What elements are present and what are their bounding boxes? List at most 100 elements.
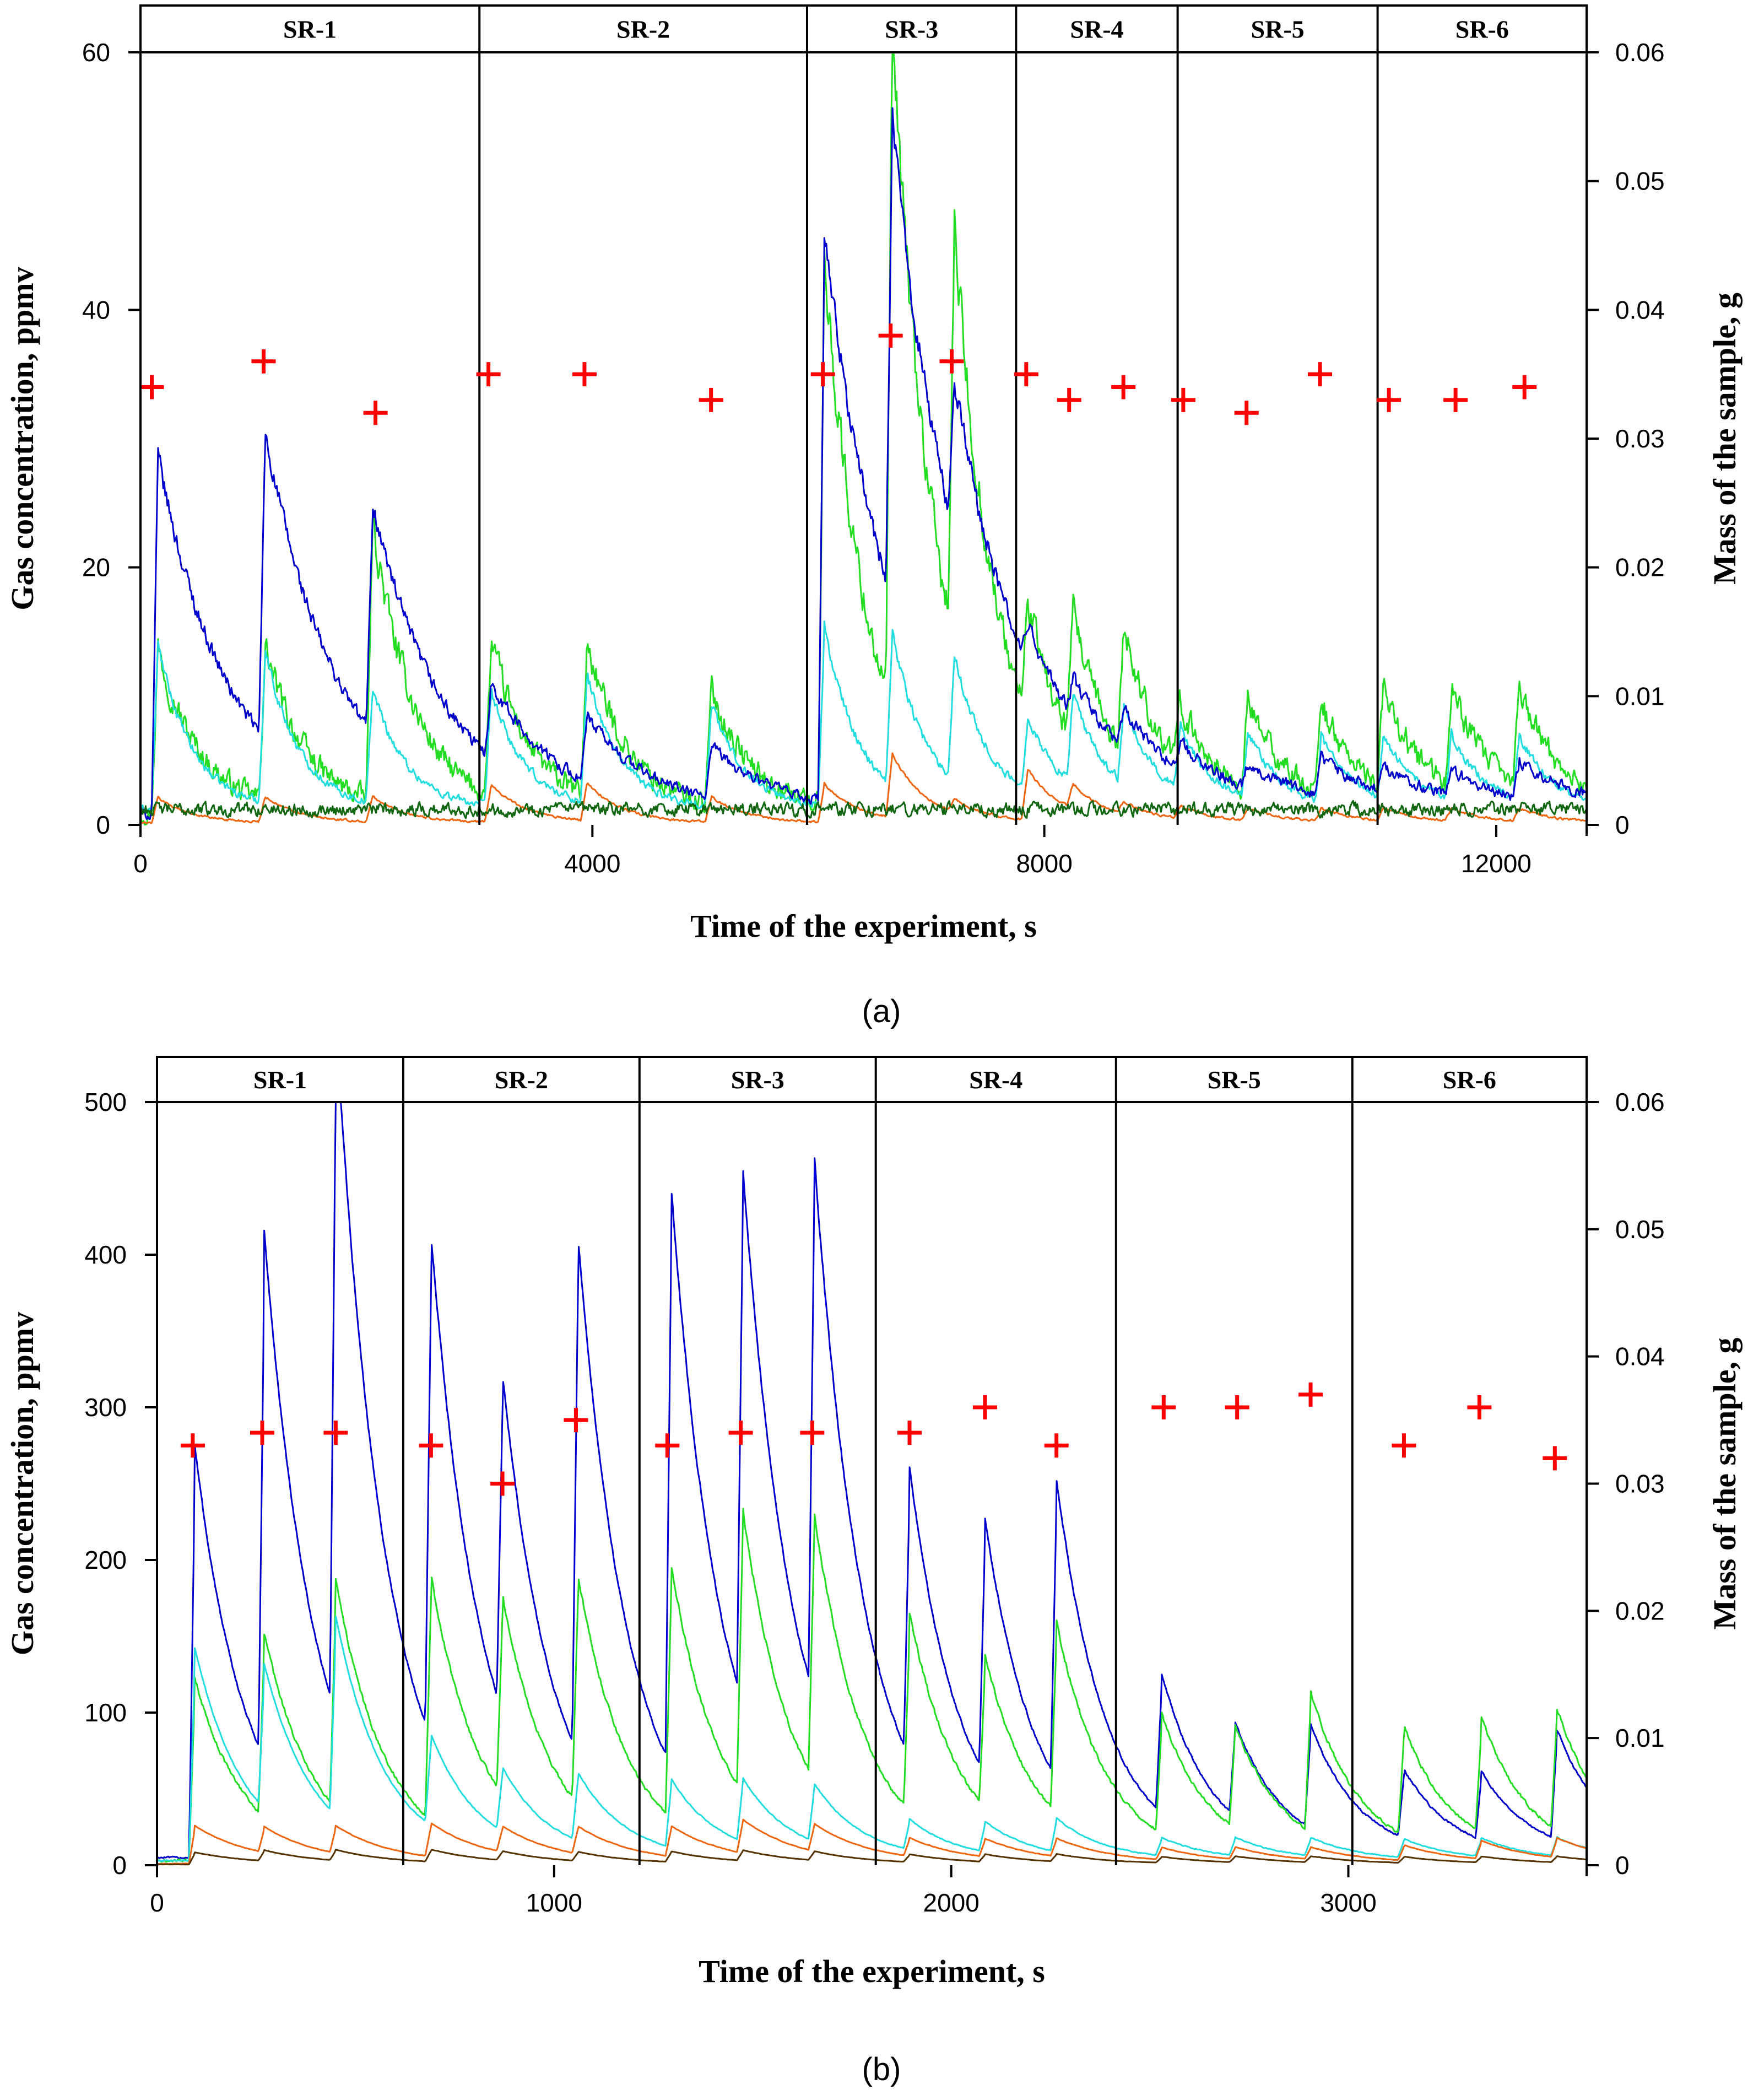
y2-tick-label: 0.04 [1615,295,1665,324]
y-tick-label: 300 [84,1393,127,1422]
mass-marker [1171,387,1195,412]
mass-marker [139,375,164,399]
segment-label: SR-3 [731,1066,784,1094]
segment-label: SR-1 [283,15,337,44]
mass-marker [1151,1395,1176,1419]
y2-tick-label: 0.02 [1615,1596,1665,1625]
y2-tick-label: 0.06 [1615,1088,1665,1116]
series-line-blue [156,1101,1588,1860]
mass-marker [939,349,964,374]
y2-tick-label: 0.05 [1615,167,1665,196]
y2-tick-label: 0.01 [1615,682,1665,710]
y2-tick-label: 0 [1615,1851,1630,1880]
x-axis-title: Time of the experiment, s [699,1953,1045,1989]
x-axis-title: Time of the experiment, s [690,908,1037,944]
caption-a: (a) [862,993,901,1029]
mass-marker [363,401,388,425]
mass-marker [250,1421,275,1445]
mass-marker [1057,387,1081,412]
panel-a-chart: SR-1 SR-2 SR-3 SR-4 SR-5 SR-6 0 20 40 60 0 0.01 0.02… [4,4,1743,944]
segment-label: SR-2 [616,15,670,44]
mass-marker [180,1433,205,1458]
mass-marker [972,1395,997,1419]
x-tick-label: 1000 [526,1888,582,1917]
x-tick-label: 2000 [923,1888,979,1917]
y-tick-label: 100 [84,1698,127,1727]
mass-marker [1443,387,1468,412]
mass-marker [490,1471,515,1496]
series-line-green [156,1508,1588,1863]
mass-marker [564,1408,588,1433]
y2-axis-title: Mass of the sample, g [1707,1337,1743,1629]
y-tick-label: 400 [84,1240,127,1269]
series-line-green [139,51,1588,825]
x-tick-label: 8000 [1016,849,1072,878]
y-tick-label: 200 [84,1546,127,1574]
mass-marker [1225,1395,1249,1419]
panel-b-chart: SR-1 SR-2 SR-3 SR-4 SR-5 SR-6 0 100 200 300 400 500… [4,1056,1743,1989]
mass-marker [1234,401,1259,425]
y2-tick-label: 0.03 [1615,1470,1665,1498]
mass-marker [251,349,276,374]
mass-marker [878,323,903,348]
mass-marker [572,362,597,387]
series-group [139,51,1588,825]
segment-label: SR-5 [1208,1066,1261,1094]
y2-tick-label: 0.03 [1615,424,1665,453]
mass-marker [1014,362,1038,387]
y2-tick-label: 0.04 [1615,1342,1665,1371]
segment-label: SR-5 [1251,15,1305,44]
mass-marker [1377,387,1402,412]
segment-label: SR-4 [969,1066,1022,1094]
mass-marker [897,1421,922,1445]
series-line-darkgreen [156,1849,1587,1866]
series-line-cyan [139,620,1588,814]
mass-marker [1543,1446,1567,1471]
segment-label: SR-1 [253,1066,307,1094]
x-tick-label: 0 [150,1888,164,1917]
mass-marker [728,1421,753,1445]
segment-label: SR-4 [1070,15,1123,44]
mass-marker [1111,375,1136,399]
y-axis-title: Gas concentration, ppmv [4,267,40,611]
y-tick-label: 60 [82,38,110,67]
mass-marker [800,1421,825,1445]
caption-b: (b) [862,2051,901,2087]
x-tick-label: 12000 [1461,849,1532,878]
mass-marker [1044,1433,1069,1458]
y2-tick-label: 0 [1615,811,1630,839]
mass-marker [419,1433,443,1458]
series-line-darkgreen [139,800,1588,819]
mass-marker [1467,1395,1492,1419]
mass-marker [1298,1382,1323,1407]
y-tick-label: 40 [82,295,110,324]
series-line-blue [139,107,1588,820]
segment-label: SR-6 [1443,1066,1496,1094]
series-line-orange [156,1818,1587,1865]
segment-label: SR-3 [885,15,938,44]
y2-tick-label: 0.05 [1615,1215,1665,1244]
mass-marker [1308,362,1333,387]
y-tick-label: 0 [112,1851,127,1880]
mass-marker [1392,1433,1416,1458]
y-tick-label: 500 [84,1088,127,1116]
series-line-cyan [156,1615,1587,1862]
mass-marker [1512,375,1537,399]
y-axis-title: Gas concentration, ppmv [4,1312,40,1656]
mass-marker [699,387,723,412]
y2-tick-label: 0.02 [1615,553,1665,582]
mass-marker [655,1433,680,1458]
y2-tick-label: 0.06 [1615,38,1665,67]
mass-marker [810,362,835,387]
x-tick-label: 4000 [564,849,620,878]
segment-label: SR-6 [1455,15,1509,44]
mass-marker [323,1421,348,1445]
y-tick-label: 0 [96,811,110,839]
y2-tick-label: 0.01 [1615,1724,1665,1752]
y2-axis-title: Mass of the sample, g [1707,293,1743,585]
x-tick-label: 3000 [1320,1888,1376,1917]
mass-marker [476,362,501,387]
x-tick-label: 0 [133,849,148,878]
